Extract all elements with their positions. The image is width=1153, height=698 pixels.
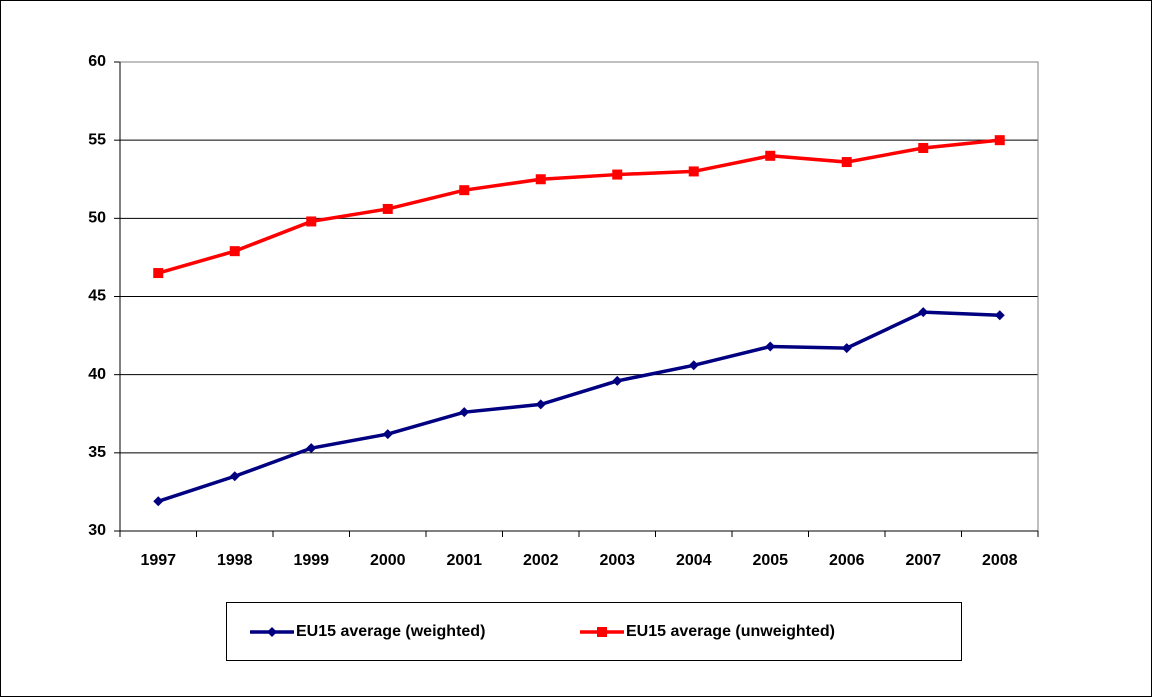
legend-label: EU15 average (unweighted) [626,623,835,640]
data-point [612,375,623,386]
data-point [765,341,776,352]
x-tick-label: 2004 [676,552,712,569]
y-tick-label: 30 [88,522,106,539]
data-point [382,429,393,440]
data-point [153,268,164,279]
x-tick-label: 2001 [446,552,482,569]
data-point [459,407,470,418]
data-point [765,150,776,161]
y-tick-label: 50 [88,210,106,227]
x-tick-label: 2003 [599,552,635,569]
data-point [306,443,317,454]
data-point [612,169,623,180]
x-tick-label: 1997 [140,552,176,569]
data-point [459,185,470,196]
y-tick-label: 35 [88,444,106,461]
x-tick-label: 2005 [752,552,788,569]
series-line [157,310,1000,503]
data-point [994,310,1005,321]
data-point [382,203,393,214]
data-point [535,399,546,410]
y-tick-label: 45 [88,288,106,305]
y-tick-label: 55 [88,131,106,148]
data-point [918,142,929,153]
data-point [535,174,546,185]
x-tick-label: 2000 [370,552,406,569]
x-tick-label: 2007 [905,552,941,569]
data-point [918,307,929,318]
data-point [994,135,1005,146]
x-tick-label: 2002 [523,552,559,569]
x-tick-label: 1998 [217,552,253,569]
data-point [229,246,240,257]
data-point [153,496,164,507]
x-tick-label: 1999 [293,552,329,569]
data-point [841,343,852,354]
y-tick-label: 40 [88,366,106,383]
legend-label: EU15 average (weighted) [296,623,485,640]
data-point [229,471,240,482]
y-tick-label: 60 [88,53,106,70]
data-point [688,360,699,371]
data-point [306,216,317,227]
series-line [157,138,1000,275]
x-tick-label: 2008 [982,552,1018,569]
x-tick-label: 2006 [829,552,865,569]
legend-marker [597,627,607,637]
data-point [688,166,699,177]
legend-marker [267,627,277,637]
data-point [841,157,852,168]
